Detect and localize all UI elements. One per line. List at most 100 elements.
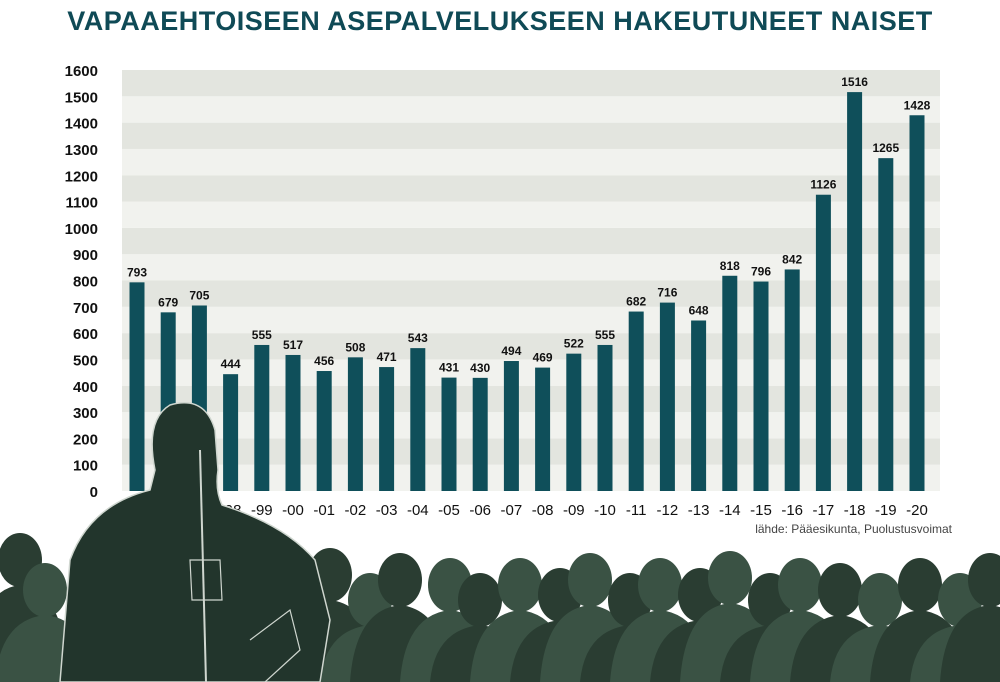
data-label: 796 xyxy=(751,265,771,279)
y-tick-label: 400 xyxy=(73,379,98,396)
head-silhouette xyxy=(968,553,1000,607)
grid-band xyxy=(122,306,940,334)
x-tick-label: -10 xyxy=(594,502,616,519)
data-label: 471 xyxy=(377,350,397,364)
data-label: 648 xyxy=(689,303,709,317)
data-label: 555 xyxy=(595,328,615,342)
y-tick-label: 200 xyxy=(73,431,98,448)
x-tick-label: -08 xyxy=(532,502,554,519)
head-silhouette xyxy=(498,558,542,612)
bar--07 xyxy=(503,361,519,491)
y-tick-label: 100 xyxy=(73,458,98,475)
data-label: 508 xyxy=(345,340,365,354)
y-tick-label: 500 xyxy=(73,352,98,369)
y-tick-label: 1200 xyxy=(65,168,98,185)
head-silhouette xyxy=(638,558,682,612)
x-tick-label: -06 xyxy=(469,502,491,519)
data-label: 456 xyxy=(314,354,334,368)
y-tick-label: 0 xyxy=(90,484,98,501)
data-label: 705 xyxy=(189,288,209,302)
data-label: 716 xyxy=(657,286,677,300)
bar--06 xyxy=(472,377,488,491)
y-tick-label: 900 xyxy=(73,247,98,264)
grid-band xyxy=(122,96,940,123)
y-tick-label: 1500 xyxy=(65,89,98,106)
bar--15 xyxy=(753,281,769,491)
bar--05 xyxy=(441,377,457,491)
x-tick-label: -02 xyxy=(345,502,367,519)
bar--18 xyxy=(847,92,863,491)
x-tick-label: -16 xyxy=(781,502,803,519)
grid-band xyxy=(122,201,940,228)
bar--09 xyxy=(566,353,582,491)
head-silhouette xyxy=(778,558,822,612)
bar--11 xyxy=(628,311,644,491)
y-tick-label: 1000 xyxy=(65,221,98,238)
bar--17 xyxy=(815,194,831,491)
crowd-silhouette xyxy=(0,533,1000,682)
body-silhouette xyxy=(940,605,1000,682)
data-label: 682 xyxy=(626,295,646,309)
bar--03 xyxy=(379,367,395,491)
bar--08 xyxy=(535,367,551,491)
bar--12 xyxy=(659,302,675,491)
head-silhouette xyxy=(818,563,862,617)
head-silhouette xyxy=(898,558,942,612)
x-tick-label: -18 xyxy=(844,502,866,519)
bar--01 xyxy=(316,371,332,491)
data-label: 818 xyxy=(720,259,740,273)
bar--10 xyxy=(597,344,613,491)
grid-band xyxy=(122,148,940,176)
soldier-silhouette xyxy=(59,402,331,682)
grid-band xyxy=(122,175,940,202)
x-tick-label: -11 xyxy=(626,502,647,519)
x-tick-label: -99 xyxy=(251,502,273,519)
bar--19 xyxy=(878,158,894,491)
x-tick-label: -00 xyxy=(282,502,304,519)
grid-band xyxy=(122,254,940,281)
chart-title: VAPAAEHTOISEEN ASEPALVELUKSEEN HAKEUTUNE… xyxy=(67,6,933,36)
x-tick-label: -07 xyxy=(501,502,523,519)
y-tick-label: 800 xyxy=(73,274,98,291)
source-note: lähde: Pääesikunta, Puolustusvoimat xyxy=(755,522,952,536)
bar--95 xyxy=(129,282,145,491)
x-tick-label: -09 xyxy=(563,502,585,519)
bar--99 xyxy=(254,344,270,491)
head-silhouette xyxy=(858,573,902,627)
data-label: 1428 xyxy=(904,98,931,112)
data-label: 793 xyxy=(127,265,147,279)
x-tick-label: -20 xyxy=(906,502,928,519)
bar--04 xyxy=(410,348,426,491)
data-label: 842 xyxy=(782,252,802,266)
head-silhouette xyxy=(708,551,752,605)
data-label: 543 xyxy=(408,331,428,345)
bar--02 xyxy=(347,357,363,491)
data-label: 679 xyxy=(158,295,178,309)
data-label: 1265 xyxy=(872,141,899,155)
data-label: 517 xyxy=(283,338,303,352)
bar--16 xyxy=(784,269,800,491)
y-tick-label: 1600 xyxy=(65,63,98,80)
grid-band xyxy=(122,227,940,255)
x-tick-label: -12 xyxy=(657,502,679,519)
y-tick-label: 600 xyxy=(73,326,98,343)
data-label: 494 xyxy=(501,344,521,358)
grid-band xyxy=(122,280,940,307)
grid-band xyxy=(122,122,940,149)
head-silhouette xyxy=(23,563,67,617)
data-label: 469 xyxy=(533,351,553,365)
x-tick-label: -13 xyxy=(688,502,710,519)
x-tick-label: -15 xyxy=(750,502,772,519)
x-tick-label: -04 xyxy=(407,502,429,519)
x-tick-label: -01 xyxy=(313,502,335,519)
data-label: 430 xyxy=(470,361,490,375)
head-silhouette xyxy=(458,573,502,627)
x-tick-label: -03 xyxy=(376,502,398,519)
bar--98 xyxy=(223,374,239,491)
x-tick-label: -17 xyxy=(813,502,835,519)
y-tick-label: 1100 xyxy=(65,195,98,212)
bar--20 xyxy=(909,115,925,491)
head-silhouette xyxy=(568,553,612,607)
bar--13 xyxy=(691,320,707,491)
